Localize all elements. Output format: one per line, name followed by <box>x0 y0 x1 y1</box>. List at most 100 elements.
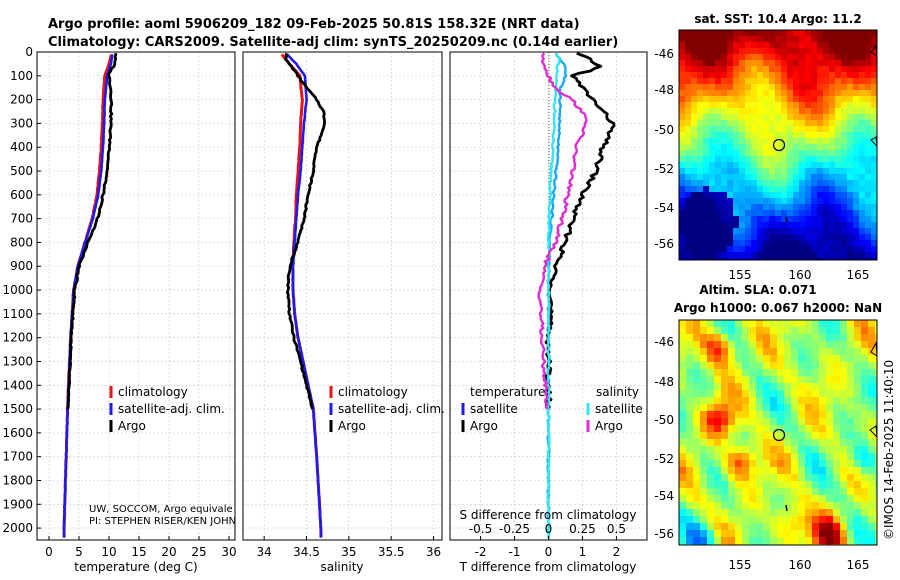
raster-cell <box>812 467 819 474</box>
raster-cell <box>859 36 865 42</box>
raster-cell <box>727 222 733 228</box>
raster-cell <box>811 48 817 54</box>
raster-cell <box>847 150 853 156</box>
raster-cell <box>840 348 847 355</box>
sst-lat-tick: -50 <box>654 123 674 137</box>
raster-cell <box>745 84 751 90</box>
raster-cell <box>784 320 791 327</box>
raster-cell <box>817 84 823 90</box>
raster-cell <box>721 411 728 418</box>
raster-cell <box>709 180 715 186</box>
raster-cell <box>805 120 811 126</box>
raster-cell <box>835 66 841 72</box>
raster-cell <box>799 168 805 174</box>
raster-cell <box>735 460 742 467</box>
raster-cell <box>728 348 735 355</box>
raster-cell <box>714 481 721 488</box>
raster-cell <box>829 84 835 90</box>
raster-cell <box>805 168 811 174</box>
raster-cell <box>859 30 865 36</box>
raster-cell <box>865 216 871 222</box>
raster-cell <box>805 102 811 108</box>
sst-lat-tick: -46 <box>654 47 674 61</box>
raster-cell <box>715 216 721 222</box>
raster-cell <box>721 320 728 327</box>
raster-cell <box>707 488 714 495</box>
raster-cell <box>749 369 756 376</box>
raster-cell <box>826 376 833 383</box>
raster-cell <box>742 481 749 488</box>
raster-cell <box>853 96 859 102</box>
raster-cell <box>781 258 787 260</box>
raster-cell <box>703 54 709 60</box>
raster-cell <box>700 341 707 348</box>
raster-cell <box>799 210 805 216</box>
raster-cell <box>751 156 757 162</box>
raster-cell <box>859 84 865 90</box>
raster-cell <box>777 334 784 341</box>
raster-cell <box>700 516 707 523</box>
raster-cell <box>868 474 875 481</box>
raster-cell <box>871 246 877 252</box>
raster-cell <box>835 54 841 60</box>
raster-cell <box>826 348 833 355</box>
raster-cell <box>686 355 693 362</box>
raster-cell <box>721 54 727 60</box>
raster-cell <box>784 509 791 516</box>
raster-cell <box>686 320 693 327</box>
raster-cell <box>715 198 721 204</box>
raster-cell <box>697 198 703 204</box>
raster-cell <box>745 78 751 84</box>
raster-cell <box>685 114 691 120</box>
sla-lat-tick: -50 <box>654 413 674 427</box>
x-tick-label: 10 <box>101 545 116 559</box>
raster-cell <box>853 192 859 198</box>
raster-cell <box>697 42 703 48</box>
raster-cell <box>745 114 751 120</box>
raster-cell <box>865 138 871 144</box>
raster-cell <box>709 120 715 126</box>
raster-cell <box>757 204 763 210</box>
raster-cell <box>875 502 877 509</box>
raster-cell <box>777 376 784 383</box>
raster-cell <box>784 327 791 334</box>
raster-cell <box>799 60 805 66</box>
raster-cell <box>875 467 877 474</box>
raster-cell <box>714 341 721 348</box>
raster-cell <box>805 418 812 425</box>
raster-cell <box>763 156 769 162</box>
raster-cell <box>841 210 847 216</box>
raster-cell <box>769 78 775 84</box>
raster-cell <box>854 355 861 362</box>
raster-cell <box>721 481 728 488</box>
raster-cell <box>733 240 739 246</box>
raster-cell <box>721 42 727 48</box>
raster-cell <box>693 432 700 439</box>
raster-cell <box>791 397 798 404</box>
raster-cell <box>679 341 686 348</box>
raster-cell <box>847 516 854 523</box>
raster-cell <box>787 90 793 96</box>
raster-cell <box>769 132 775 138</box>
raster-cell <box>714 439 721 446</box>
raster-cell <box>875 320 877 327</box>
raster-cell <box>697 252 703 258</box>
raster-cell <box>835 192 841 198</box>
raster-cell <box>799 30 805 36</box>
raster-cell <box>865 30 871 36</box>
raster-cell <box>728 418 735 425</box>
y-tick-label: 900 <box>10 259 33 273</box>
raster-cell <box>742 376 749 383</box>
raster-cell <box>861 320 868 327</box>
raster-cell <box>793 102 799 108</box>
raster-cell <box>751 132 757 138</box>
raster-cell <box>763 411 770 418</box>
raster-cell <box>733 48 739 54</box>
raster-cell <box>777 355 784 362</box>
raster-cell <box>805 54 811 60</box>
raster-cell <box>707 404 714 411</box>
raster-cell <box>757 48 763 54</box>
raster-cell <box>693 383 700 390</box>
raster-cell <box>715 90 721 96</box>
raster-cell <box>823 126 829 132</box>
